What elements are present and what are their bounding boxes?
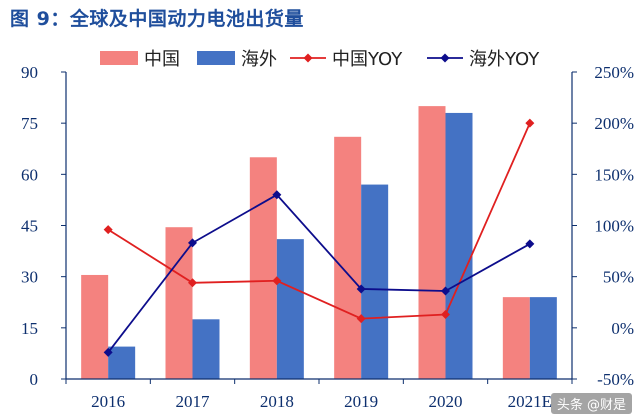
- marker-overseas-yoy-2021E: [525, 239, 535, 249]
- legend-swatch-1: [197, 51, 235, 65]
- left-tick-label: 90: [21, 63, 38, 82]
- right-tick-label: 100%: [594, 217, 634, 236]
- left-tick-label: 60: [21, 165, 38, 184]
- marker-china-yoy-2018: [272, 276, 282, 286]
- left-tick-label: 0: [30, 370, 39, 389]
- bar-overseas-2020: [445, 112, 473, 379]
- bar-china-2019: [334, 136, 362, 379]
- x-tick-label: 2020: [429, 392, 463, 411]
- marker-overseas-yoy-2019: [356, 284, 366, 294]
- watermark: 头条 @财是: [550, 393, 632, 414]
- bar-china-2021E: [502, 297, 530, 379]
- right-tick-label: 150%: [594, 165, 634, 184]
- legend-label: 中国: [144, 49, 180, 70]
- right-tick-label: 50%: [603, 268, 634, 287]
- legend-label: 海外: [241, 49, 277, 70]
- bar-overseas-2019: [361, 184, 389, 379]
- marker-china-yoy-2019: [356, 314, 366, 324]
- line-overseas-yoy: [107, 193, 531, 353]
- legend-swatch-0: [100, 51, 138, 65]
- marker-overseas-yoy-2018: [272, 190, 282, 200]
- legend-marker-3: [440, 53, 450, 63]
- left-tick-label: 30: [21, 268, 38, 287]
- bar-china-2017: [165, 227, 193, 379]
- legend-label: 海外YOY: [469, 49, 540, 70]
- bar-overseas-2021E: [529, 297, 557, 379]
- x-tick-label: 2016: [91, 392, 125, 411]
- chart-title: 图 9：全球及中国动力电池出货量: [10, 8, 304, 30]
- x-tick-label: 2021E: [508, 392, 552, 411]
- right-tick-label: 200%: [594, 114, 634, 133]
- legend-marker-2: [303, 53, 313, 63]
- right-tick-label: -50%: [597, 370, 634, 389]
- left-tick-label: 45: [21, 217, 38, 236]
- x-tick-label: 2019: [344, 392, 378, 411]
- marker-china-yoy-2016: [103, 225, 113, 235]
- bar-china-2020: [418, 106, 446, 379]
- bar-china-2018: [249, 157, 277, 379]
- left-tick-label: 75: [21, 114, 38, 133]
- marker-overseas-yoy-2016: [103, 347, 113, 357]
- x-tick-label: 2018: [260, 392, 294, 411]
- marker-china-yoy-2021E: [525, 118, 535, 128]
- marker-overseas-yoy-2017: [188, 238, 197, 248]
- x-tick-label: 2017: [176, 392, 211, 411]
- bar-china-2016: [81, 274, 109, 379]
- left-tick-label: 15: [21, 319, 38, 338]
- marker-china-yoy-2020: [441, 310, 450, 320]
- legend-label: 中国YOY: [332, 49, 403, 70]
- bar-overseas-2017: [192, 319, 220, 379]
- right-tick-label: 250%: [594, 63, 634, 82]
- marker-overseas-yoy-2020: [441, 286, 450, 296]
- bar-overseas-2018: [276, 239, 304, 379]
- bar-overseas-2016: [108, 346, 136, 379]
- marker-china-yoy-2017: [188, 278, 197, 288]
- right-tick-label: 0%: [611, 319, 634, 338]
